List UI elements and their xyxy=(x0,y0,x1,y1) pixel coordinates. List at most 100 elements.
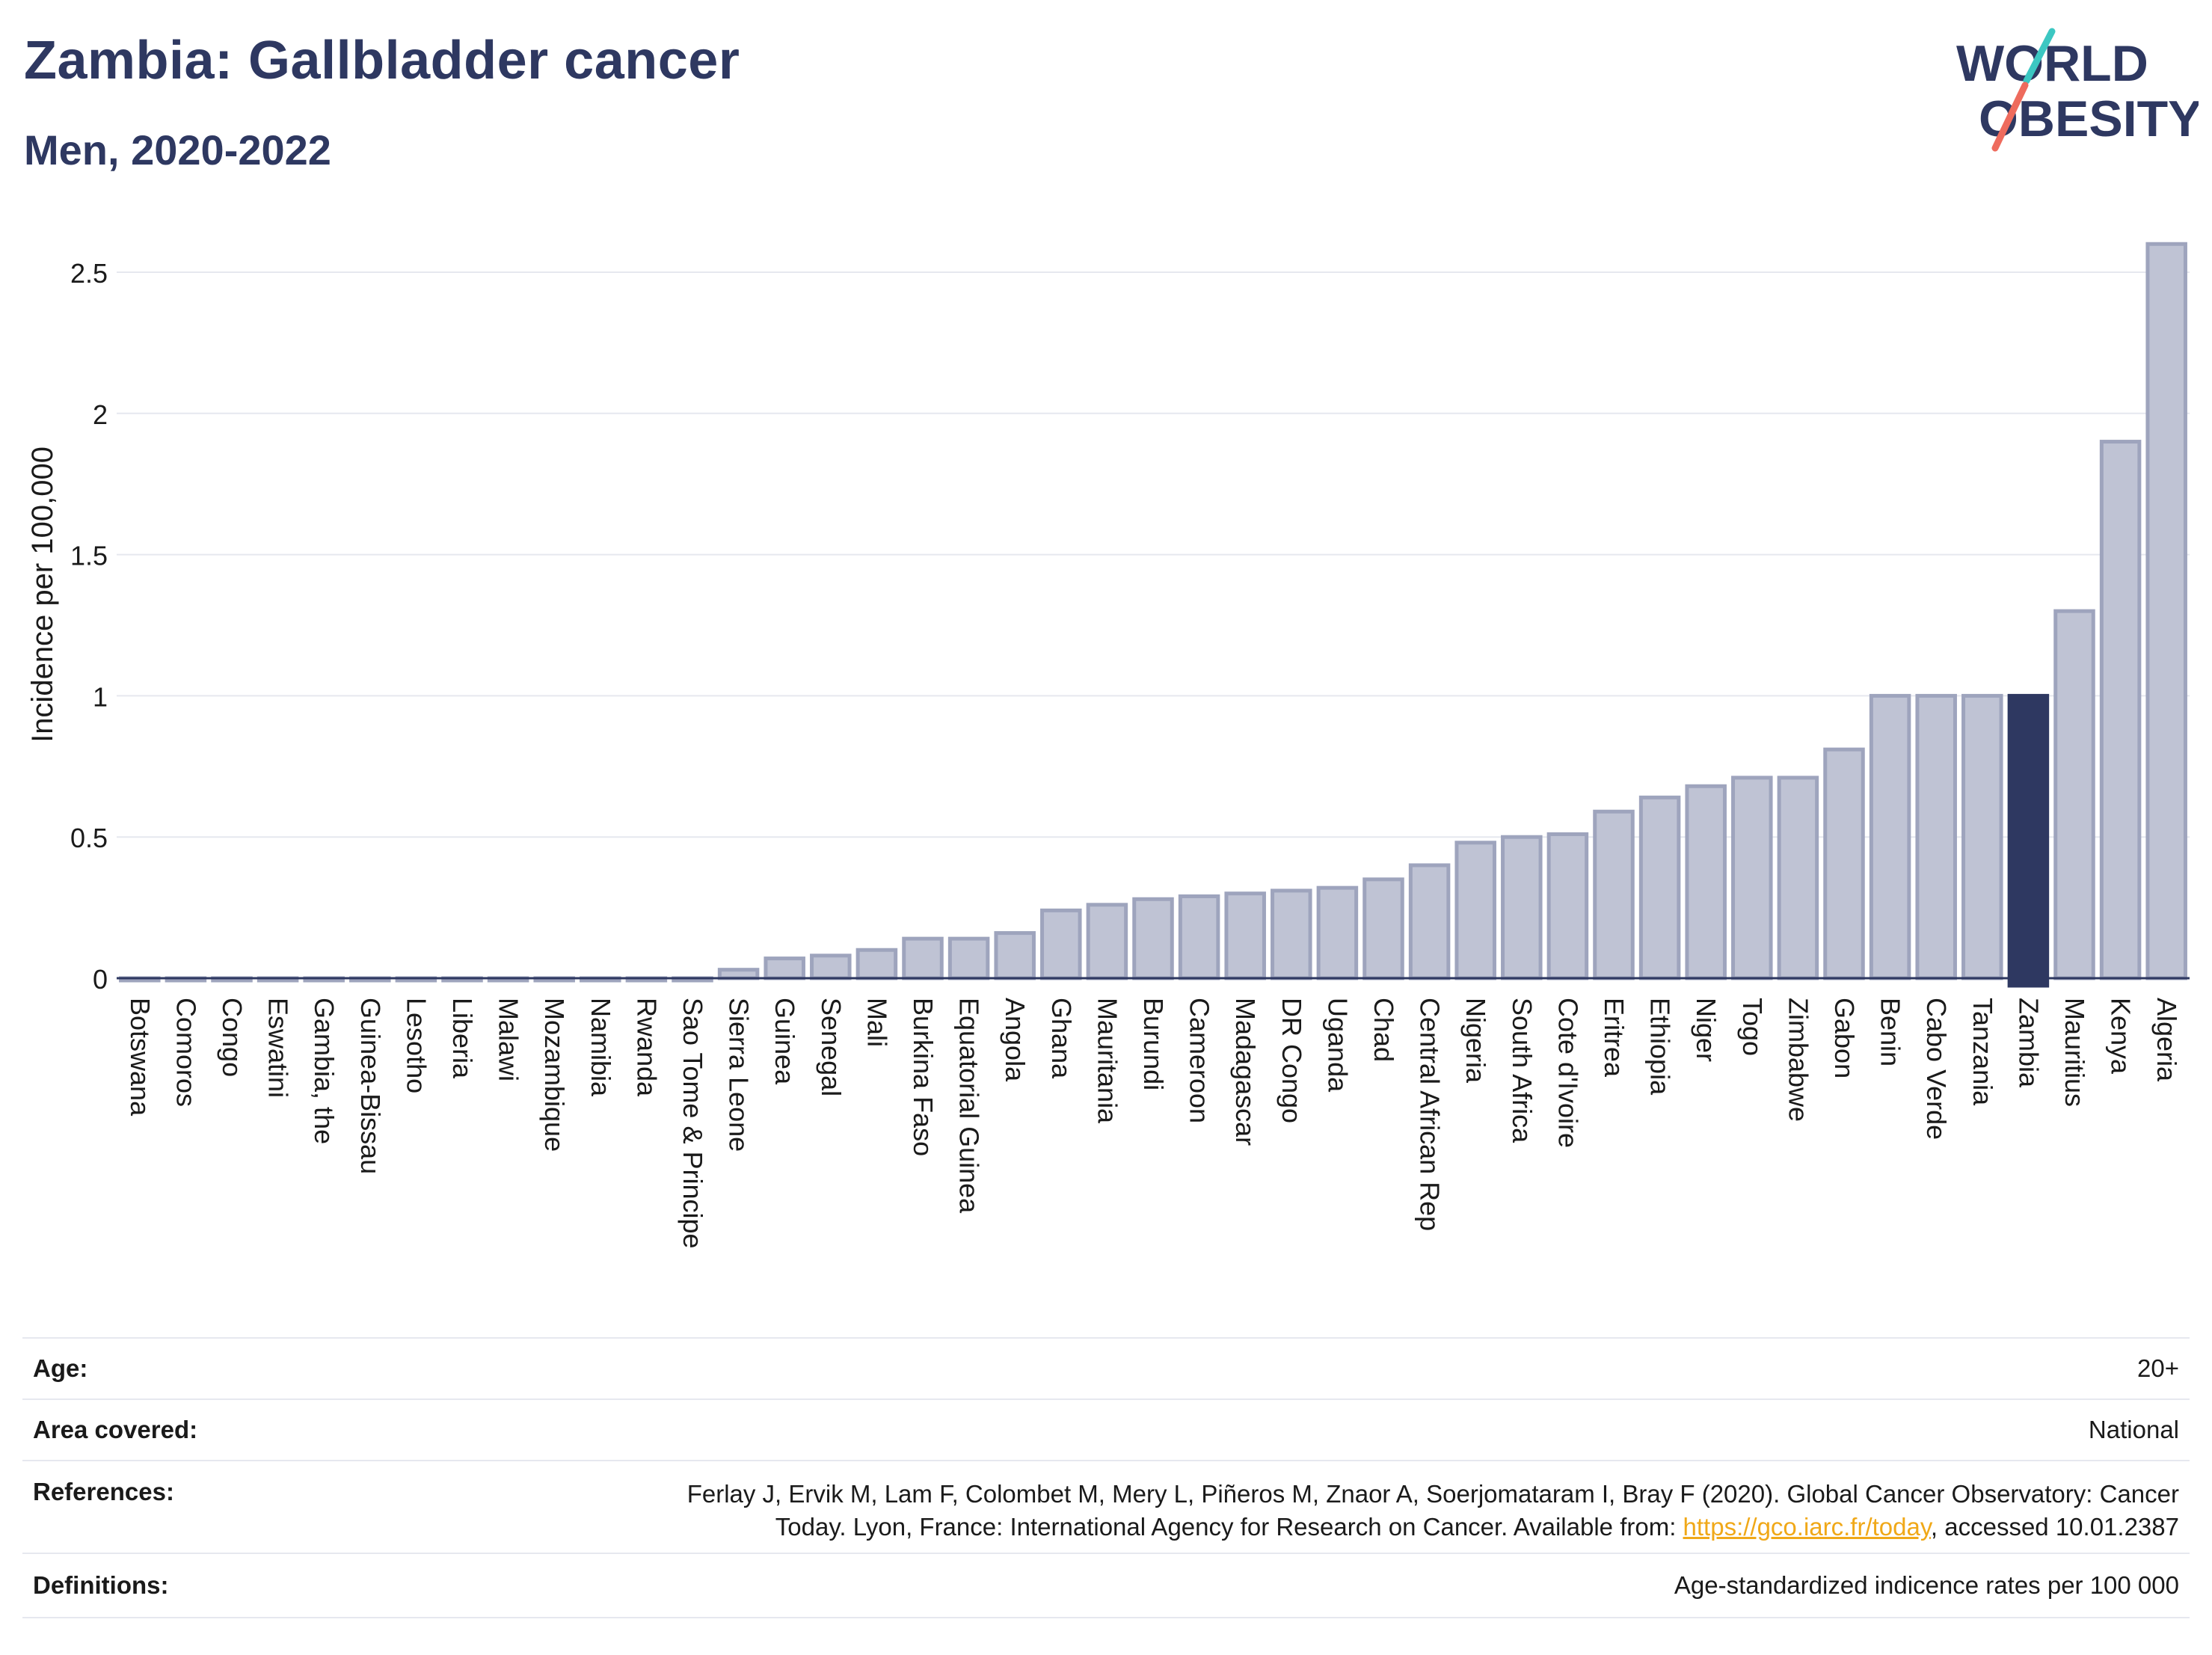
x-tick-label: Nigeria xyxy=(1460,998,1491,1084)
bar xyxy=(1224,891,1266,980)
x-tick-label: Liberia xyxy=(447,998,478,1079)
info-table: Age: 20+ Area covered: National Referenc… xyxy=(22,1337,2190,1618)
bar xyxy=(1362,877,1404,980)
reference-line-1: Ferlay J, Ervik M, Lam F, Colombet M, Me… xyxy=(686,1480,2179,1508)
x-tick-label: Eritrea xyxy=(1599,998,1629,1078)
x-tick-label: Malawi xyxy=(494,998,524,1081)
x-tick-label: South Africa xyxy=(1507,998,1537,1143)
x-tick-label: Mauritania xyxy=(1092,998,1122,1124)
bar xyxy=(1271,888,1312,980)
info-value-age: 20+ xyxy=(2137,1354,2179,1382)
reference-link[interactable]: https://gco.iarc.fr/today xyxy=(1683,1513,1931,1541)
y-tick-label: 1 xyxy=(93,681,108,712)
x-tick-label: Ethiopia xyxy=(1645,998,1676,1096)
x-tick-label: Lesotho xyxy=(401,998,431,1093)
info-label-definitions: Definitions: xyxy=(33,1571,169,1599)
x-tick-label: Kenya xyxy=(2106,998,2136,1075)
chart-title: Zambia: Gallbladder cancer xyxy=(24,31,740,90)
x-tick-label: Togo xyxy=(1737,998,1768,1056)
x-tick-label: Cameroon xyxy=(1185,998,1215,1123)
bar xyxy=(1777,776,1819,980)
bar xyxy=(1501,835,1543,980)
info-label-age: Age: xyxy=(33,1354,88,1382)
bar xyxy=(1823,747,1865,980)
logo-slash-teal xyxy=(2023,28,2056,85)
x-tick-label: Botswana xyxy=(125,998,156,1117)
bar xyxy=(1086,903,1128,980)
bar xyxy=(1316,885,1359,980)
bar-chart: 0 0.5 1 1.5 2 2.5 Botswana Comoros Congo Eswatin… xyxy=(26,242,2190,1249)
info-row-area: Area covered: National xyxy=(22,1398,2190,1460)
logo-slash-coral xyxy=(1991,82,2029,152)
x-tick-label: DR Congo xyxy=(1276,998,1307,1123)
x-tick-label: Madagascar xyxy=(1230,998,1261,1146)
x-tick-label: Guinea-Bissau xyxy=(355,998,386,1174)
bar xyxy=(1546,832,1589,980)
bar xyxy=(1408,863,1451,980)
world-obesity-logo: WORLD OBESITY xyxy=(1956,28,2199,152)
bar xyxy=(947,936,990,980)
info-row-age: Age: 20+ xyxy=(22,1337,2190,1398)
bar xyxy=(1869,693,1911,980)
x-tick-labels: Botswana Comoros Congo Eswatini Gambia, the G… xyxy=(125,998,2182,1249)
x-tick-label: Congo xyxy=(217,998,248,1077)
bars xyxy=(119,242,2187,988)
bar xyxy=(855,948,898,980)
bar xyxy=(1685,784,1727,980)
logo-line-1: WORLD xyxy=(1956,35,2148,92)
y-axis-label: Incidence per 100,000 xyxy=(26,446,59,743)
x-tick-label: Ghana xyxy=(1046,998,1077,1079)
bar xyxy=(1593,809,1635,980)
y-tick-label: 0.5 xyxy=(70,823,108,853)
x-tick-label: Guinea xyxy=(769,998,800,1085)
info-value-definitions: Age-standardized indicence rates per 100… xyxy=(1674,1571,2179,1599)
bar xyxy=(2053,609,2095,980)
y-tick-label: 1.5 xyxy=(70,541,108,571)
bar xyxy=(902,936,944,980)
info-value-references: Ferlay J, Ervik M, Lam F, Colombet M, Me… xyxy=(687,1478,2179,1544)
x-tick-label: Eswatini xyxy=(263,998,294,1098)
x-tick-label: Central African Rep xyxy=(1415,998,1446,1231)
info-label-references: References: xyxy=(33,1478,174,1505)
bar xyxy=(1454,841,1496,980)
x-tick-label: Benin xyxy=(1875,998,1906,1066)
bar xyxy=(1178,894,1220,980)
x-tick-label: Sierra Leone xyxy=(724,998,755,1152)
x-tick-label: Burundi xyxy=(1138,998,1169,1090)
y-tick-label: 2.5 xyxy=(70,258,108,289)
bar xyxy=(1040,908,1082,980)
y-tick-labels: 0 0.5 1 1.5 2 2.5 xyxy=(70,258,108,995)
x-tick-label: Angola xyxy=(1000,998,1030,1082)
x-tick-label: Comoros xyxy=(170,998,201,1107)
x-tick-label: Gabon xyxy=(1829,998,1860,1078)
bar xyxy=(1915,693,1957,980)
bar xyxy=(810,954,852,980)
x-tick-label: Zimbabwe xyxy=(1783,998,1813,1122)
info-row-references: References: Ferlay J, Ervik M, Lam F, Co… xyxy=(22,1460,2190,1553)
bar xyxy=(717,968,760,980)
x-tick-label: Mauritius xyxy=(2059,998,2090,1107)
x-tick-label: Chad xyxy=(1368,998,1399,1062)
x-tick-label: Sao Tome & Principe xyxy=(678,998,708,1249)
x-tick-label: Mali xyxy=(861,998,892,1047)
bar xyxy=(994,931,1036,980)
bar xyxy=(2145,242,2187,980)
reference-line-2: Today. Lyon, France: International Agenc… xyxy=(775,1513,1683,1541)
x-tick-label: Algeria xyxy=(2151,998,2182,1082)
info-value-area: National xyxy=(2088,1416,2179,1443)
info-row-definitions: Definitions: Age-standardized indicence … xyxy=(22,1553,2190,1618)
x-tick-label: Uganda xyxy=(1322,998,1353,1093)
x-tick-label: Burkina Faso xyxy=(908,998,938,1156)
x-tick-label: Mozambique xyxy=(539,998,570,1152)
x-tick-label: Zambia xyxy=(2013,998,2044,1088)
x-tick-label: Tanzania xyxy=(1967,998,1998,1106)
reference-line-2-end: , accessed 10.01.2387 xyxy=(1930,1513,2179,1541)
x-tick-label: Cabo Verde xyxy=(1921,998,1952,1140)
bar xyxy=(1961,693,2003,980)
bar xyxy=(764,957,805,980)
y-tick-label: 0 xyxy=(93,964,108,995)
bar xyxy=(1731,776,1773,980)
x-tick-label: Gambia, the xyxy=(309,998,340,1144)
y-tick-label: 2 xyxy=(93,399,108,430)
x-tick-label: Cote d'Ivoire xyxy=(1552,998,1583,1148)
